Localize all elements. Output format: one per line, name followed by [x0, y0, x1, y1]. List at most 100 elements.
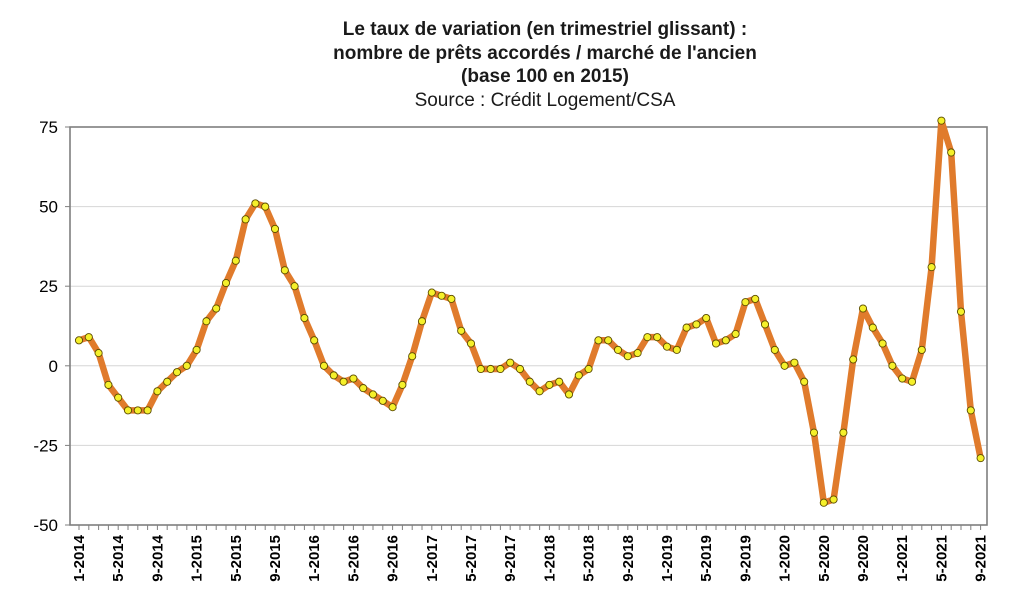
data-point [163, 377, 172, 386]
data-point [339, 377, 348, 386]
data-point [153, 387, 162, 396]
plot-frame [69, 126, 988, 526]
y-tick-label: 75 [39, 118, 58, 137]
data-point [731, 329, 740, 339]
x-tick-label: 1-2015 [189, 535, 206, 582]
data-point [800, 377, 809, 386]
data-point [790, 358, 799, 367]
data-point [653, 333, 662, 342]
data-point [898, 374, 907, 383]
data-point [506, 358, 515, 367]
data-point [329, 371, 338, 380]
data-point [956, 307, 966, 316]
data-point [104, 380, 113, 389]
data-point [574, 371, 583, 380]
data-point [741, 298, 750, 307]
chart-title-line-3: (base 100 en 2015) [461, 66, 629, 87]
data-point [515, 364, 525, 374]
y-tick-label: 25 [39, 277, 58, 296]
data-point [182, 361, 191, 370]
data-point [427, 288, 436, 297]
data-point [780, 361, 789, 370]
data-point [486, 364, 495, 374]
data-point [604, 336, 613, 345]
data-point [212, 304, 221, 313]
chart-title-block: Le taux de variation (en trimestriel gli… [0, 18, 1024, 112]
x-tick-label: 5-2018 [581, 535, 598, 582]
data-point [917, 345, 926, 354]
x-tick-label: 5-2015 [228, 535, 245, 582]
data-point [447, 294, 456, 303]
data-point [280, 266, 289, 275]
x-tick-label: 5-2017 [463, 535, 480, 582]
data-point [535, 387, 544, 396]
data-point [888, 361, 897, 370]
data-point [300, 313, 309, 323]
data-point [809, 428, 819, 437]
data-point [368, 390, 378, 399]
data-point [143, 406, 152, 415]
data-point [319, 361, 329, 370]
data-point [378, 396, 387, 405]
y-tick-label: 0 [49, 357, 58, 376]
data-point [907, 377, 917, 386]
chart-title-line-1: Le taux de variation (en trimestriel gli… [342, 19, 748, 40]
data-point [94, 349, 103, 358]
data-point [74, 336, 84, 345]
x-tick-label: 9-2018 [620, 535, 637, 582]
data-point [123, 406, 133, 415]
x-tick-label: 1-2019 [659, 535, 676, 582]
data-point [437, 291, 446, 300]
data-point [251, 199, 260, 208]
data-point [966, 406, 975, 415]
data-point [221, 278, 231, 288]
data-point [829, 495, 838, 504]
data-point [476, 364, 485, 374]
x-tick-label: 5-2019 [698, 535, 715, 582]
data-point [672, 345, 681, 354]
data-point [947, 148, 956, 157]
x-tick-label: 1-2017 [424, 535, 441, 582]
data-point [937, 116, 946, 125]
data-point [555, 377, 564, 386]
chart-title-line-2: nombre de prêts accordés / marché de l'a… [333, 42, 757, 64]
data-point [927, 263, 936, 272]
data-point [770, 345, 779, 354]
data-point [662, 342, 672, 351]
data-point [721, 336, 730, 345]
data-point [878, 339, 887, 348]
data-point [525, 377, 534, 386]
data-point [408, 352, 417, 361]
data-point [114, 393, 123, 402]
data-point [496, 364, 505, 374]
data-point [692, 320, 701, 329]
y-tick-label: -25 [33, 436, 58, 455]
data-point [398, 380, 407, 389]
data-point [760, 320, 770, 329]
x-tick-label: 5-2014 [110, 534, 127, 581]
data-point [172, 368, 182, 377]
data-point [241, 215, 250, 224]
data-point [702, 313, 711, 323]
data-point [388, 403, 397, 412]
data-point [819, 498, 828, 507]
x-tick-label: 1-2016 [306, 535, 323, 582]
data-point [202, 317, 211, 326]
data-point [290, 282, 299, 291]
data-point [839, 428, 848, 437]
data-point [594, 336, 603, 345]
data-point [682, 323, 691, 332]
data-point [976, 454, 985, 463]
data-point [192, 345, 201, 354]
data-point [231, 256, 240, 265]
x-tick-label: 9-2014 [149, 534, 166, 581]
x-tick-label: 9-2017 [502, 535, 519, 582]
y-tick-label: 50 [39, 198, 58, 217]
data-point [466, 339, 476, 348]
x-tick-label: 9-2020 [855, 535, 872, 582]
data-point [261, 202, 270, 211]
x-tick-label: 5-2020 [816, 535, 833, 582]
data-point [633, 349, 642, 358]
data-point [643, 333, 652, 342]
